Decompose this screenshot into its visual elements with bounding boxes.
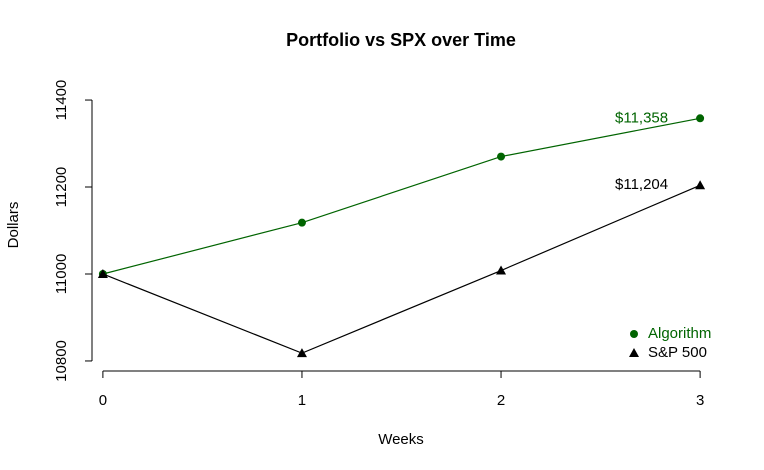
legend-label: Algorithm [648,325,711,342]
legend-label: S&P 500 [648,344,707,361]
data-point [296,348,307,358]
value-label: $11,358 [615,109,668,126]
y-tick-label: 11400 [53,80,70,121]
chart-title: Portfolio vs SPX over Time [286,30,516,50]
data-point [695,180,706,190]
legend-marker [630,330,638,338]
x-tick-label: 1 [298,392,306,409]
data-point [297,218,306,227]
data-point [497,152,506,161]
data-point [696,114,705,123]
x-tick-label: 2 [497,392,505,409]
data-point [496,265,507,275]
legend-marker [629,348,639,357]
x-tick-label: 3 [696,392,704,409]
x-axis-label: Weeks [378,431,424,448]
series-line [102,184,701,354]
y-axis-label: Dollars [5,202,22,249]
x-tick-label: 0 [99,392,107,409]
y-tick-label: 11200 [53,167,70,208]
data-point [97,268,108,278]
y-tick-label: 10800 [53,340,70,382]
series-line [102,117,701,275]
value-label: $11,204 [615,176,668,193]
y-tick-label: 11000 [53,254,70,295]
